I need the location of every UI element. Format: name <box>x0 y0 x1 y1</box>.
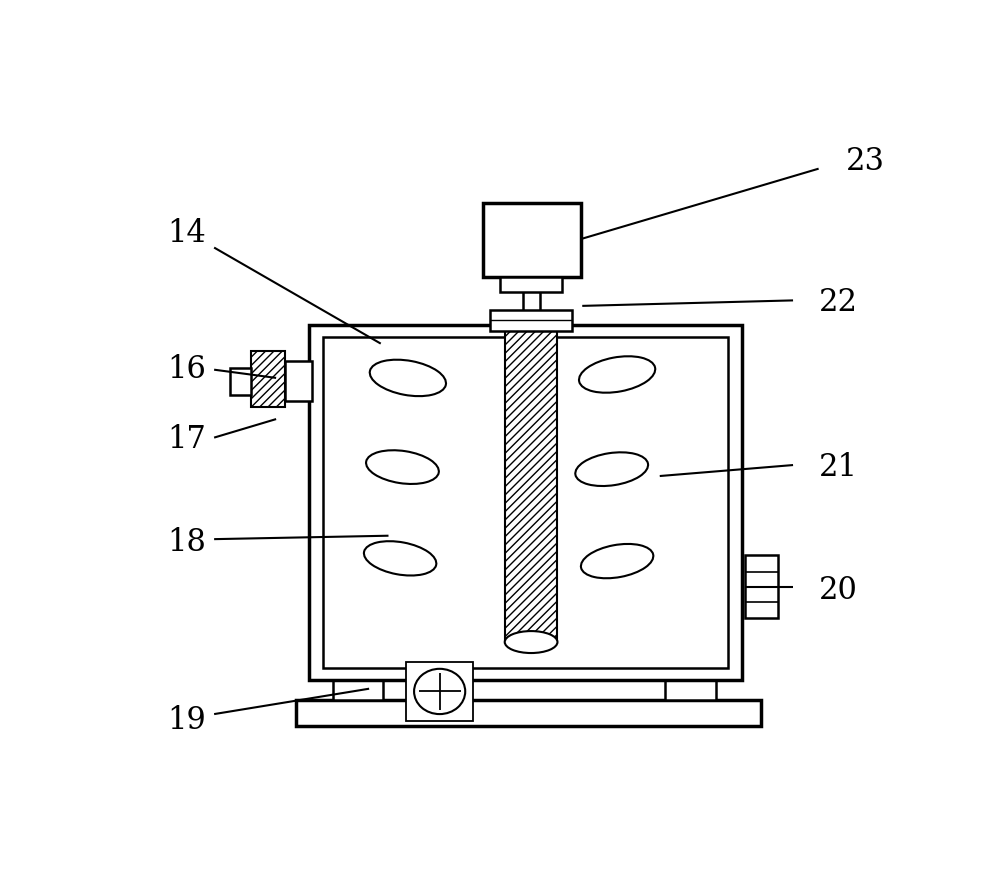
Bar <box>490 310 572 331</box>
Text: 22: 22 <box>819 287 858 318</box>
Ellipse shape <box>575 453 648 486</box>
Bar <box>296 699 761 726</box>
Text: 17: 17 <box>168 424 207 455</box>
Text: 20: 20 <box>819 575 858 606</box>
Ellipse shape <box>364 541 436 576</box>
Bar <box>745 555 778 618</box>
Text: 19: 19 <box>168 706 206 737</box>
Bar <box>285 361 312 401</box>
Bar <box>251 351 285 407</box>
Bar <box>230 368 251 395</box>
Bar <box>333 679 383 699</box>
Text: 14: 14 <box>168 218 206 249</box>
Ellipse shape <box>579 356 655 393</box>
Ellipse shape <box>366 450 439 484</box>
Bar <box>323 338 728 668</box>
Ellipse shape <box>505 631 557 653</box>
Bar <box>500 277 562 292</box>
Bar <box>505 331 557 642</box>
Bar <box>483 203 581 277</box>
Bar <box>406 662 473 721</box>
Text: 16: 16 <box>168 355 207 385</box>
Text: 18: 18 <box>168 527 207 558</box>
Bar <box>665 679 716 699</box>
Ellipse shape <box>370 360 446 396</box>
Text: 21: 21 <box>819 452 858 483</box>
Ellipse shape <box>581 544 653 578</box>
Text: 23: 23 <box>846 146 885 177</box>
Bar <box>309 325 742 681</box>
